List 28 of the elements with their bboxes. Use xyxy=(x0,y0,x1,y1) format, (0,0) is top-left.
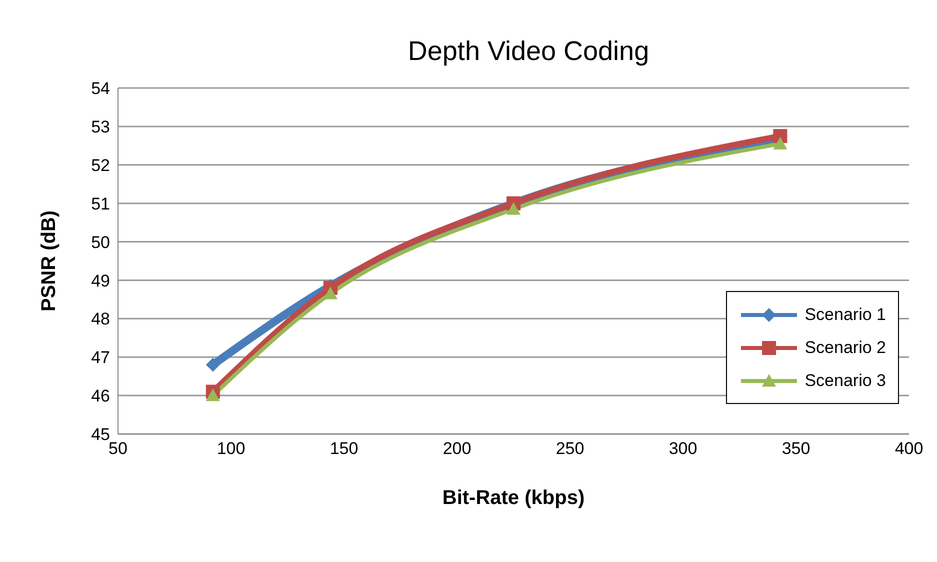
y-axis-title: PSNR (dB) xyxy=(38,210,60,312)
legend-label: Scenario 1 xyxy=(804,304,886,324)
y-tick-label: 48 xyxy=(91,310,110,329)
y-tick-label: 50 xyxy=(91,232,110,252)
x-tick-label: 400 xyxy=(894,439,924,458)
point xyxy=(773,136,788,150)
point xyxy=(206,358,220,372)
legend-label: Scenario 3 xyxy=(804,370,886,390)
point xyxy=(206,388,220,402)
y-tick-label: 49 xyxy=(91,271,110,290)
point xyxy=(506,202,520,215)
x-tick-label: 150 xyxy=(330,439,358,458)
y-tick-label: 52 xyxy=(91,156,110,175)
x-tick-label: 100 xyxy=(216,439,246,458)
chart-title: Depth Video Coding xyxy=(406,36,650,67)
legend-label: Scenario 2 xyxy=(804,338,886,358)
x-axis-title: Bit-Rate (kbps) xyxy=(442,487,585,509)
x-tick-label: 350 xyxy=(782,439,810,458)
y-tick-label: 53 xyxy=(91,117,110,136)
y-tick-label: 54 xyxy=(91,79,110,98)
x-tick-label: 250 xyxy=(556,439,584,458)
y-tick-label: 47 xyxy=(91,348,110,368)
x-tick-label: 50 xyxy=(108,439,128,458)
y-tick-label: 46 xyxy=(91,386,110,406)
y-tick-label: 51 xyxy=(91,194,110,214)
x-tick-label: 200 xyxy=(442,439,472,458)
y-tick-label: 45 xyxy=(91,425,110,444)
x-tick-label: 300 xyxy=(668,439,698,458)
